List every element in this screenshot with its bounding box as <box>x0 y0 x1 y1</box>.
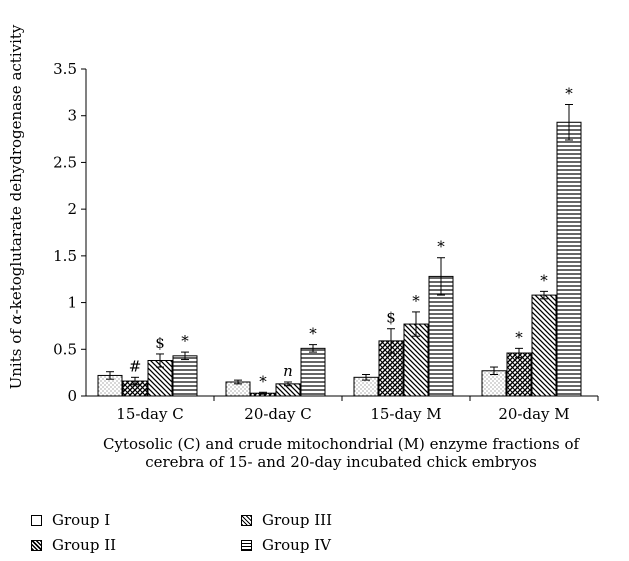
x-tick-label-1: 20-day C <box>244 405 311 423</box>
significance-mark-4-3: * <box>565 85 573 103</box>
plot-area: 0 0.5 1 1.5 2 2.5 3 3.5 15-day C # $ * 20-day C * n * 15… <box>53 60 599 423</box>
y-tick-label-0: 0 <box>67 387 77 405</box>
bar-4-1 <box>300 347 326 397</box>
x-tick-label-0: 15-day C <box>116 405 183 423</box>
x-axis-label-line-1: Cytosolic (C) and crude mitochondrial (M… <box>103 435 581 453</box>
significance-mark-3-2: * <box>412 292 420 310</box>
significance-mark-2-0: # <box>129 357 142 375</box>
significance-mark-3-3: * <box>540 271 548 289</box>
bar-4-3 <box>556 121 582 397</box>
bar-2-3 <box>506 352 532 397</box>
y-tick-label-6: 3 <box>67 107 77 125</box>
significance-mark-3-0: $ <box>155 334 165 352</box>
significance-mark-2-3: * <box>515 328 523 346</box>
x-tick-label-2: 15-day M <box>370 405 441 423</box>
y-tick-label-1: 0.5 <box>53 340 77 358</box>
x-tick-label-3: 20-day M <box>498 405 569 423</box>
significance-mark-3-1: n <box>283 362 293 380</box>
significance-mark-4-2: * <box>437 238 445 256</box>
y-tick-label-2: 1 <box>67 294 77 312</box>
significance-mark-2-1: * <box>259 372 267 390</box>
bar-1-3 <box>481 370 507 397</box>
y-tick-label-7: 3.5 <box>53 60 77 78</box>
significance-mark-4-0: * <box>181 332 189 350</box>
bar-4-0 <box>172 355 198 397</box>
x-axis-label-line-2: cerebra of 15- and 20-day incubated chic… <box>145 453 537 471</box>
bar-3-3 <box>531 294 557 397</box>
significance-mark-4-1: * <box>309 325 317 343</box>
y-tick-label-4: 2 <box>67 200 77 218</box>
y-axis-label: Units of α-ketoglutarate dehydrogenase a… <box>7 24 25 389</box>
bar-4-2 <box>428 275 454 397</box>
significance-mark-2-2: $ <box>386 309 396 327</box>
y-tick-label-5: 2.5 <box>53 153 77 171</box>
y-tick-label-3: 1.5 <box>53 247 77 265</box>
